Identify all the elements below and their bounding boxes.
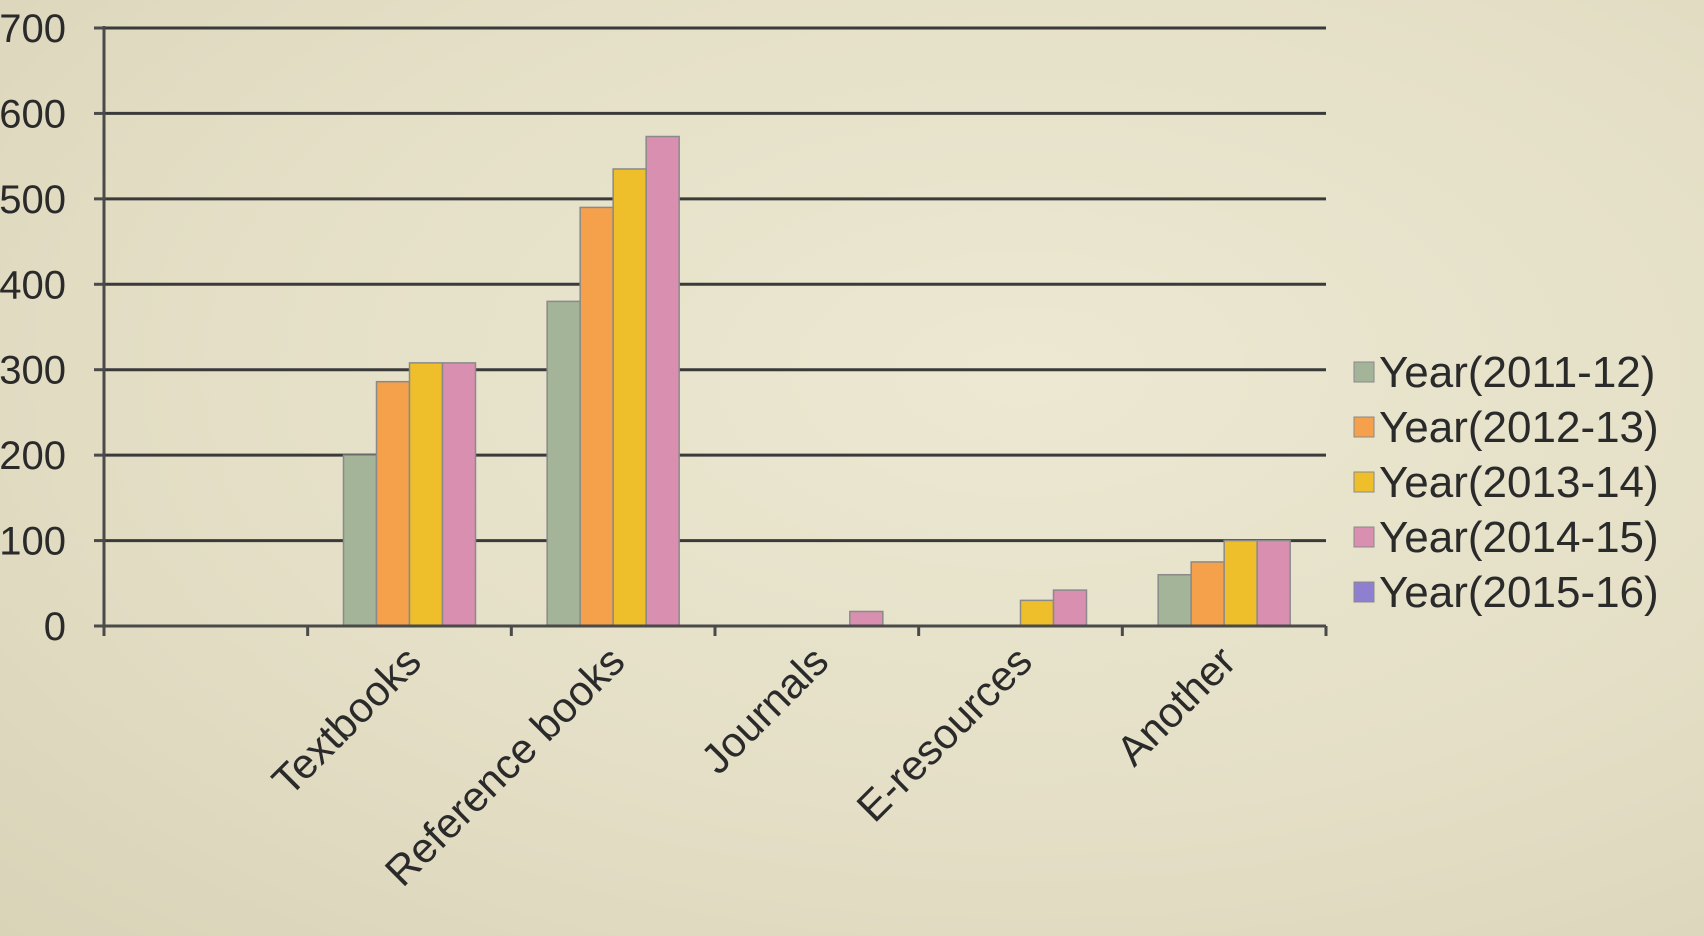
legend-swatch [1353, 471, 1375, 493]
bar [1157, 573, 1192, 627]
gridlines [104, 26, 1326, 543]
legend-label: Year(2011-12) [1379, 348, 1655, 397]
x-category-label: Textbooks [263, 637, 430, 804]
bar [441, 362, 477, 627]
legend: Year(2011-12) Year(2012-13) Year(2013-14) Y… [1353, 348, 1659, 617]
bar [1223, 539, 1258, 627]
y-tick-label: 0 [44, 605, 66, 649]
legend-swatch [1353, 416, 1375, 438]
y-tick-label: 400 [0, 263, 66, 307]
y-tick-label: 300 [0, 349, 66, 393]
legend-label: Year(2015-16) [1379, 568, 1659, 617]
legend-swatch [1353, 526, 1375, 548]
legend-label: Year(2012-13) [1379, 403, 1659, 452]
legend-swatch [1353, 581, 1375, 603]
x-category-label: Journals [692, 637, 837, 782]
bar [375, 380, 411, 627]
bar [1190, 561, 1225, 627]
y-tick-labels: 0 100 200 300 400 500 600 700 [0, 7, 66, 649]
bar [1019, 599, 1055, 627]
legend-label: Year(2013-14) [1379, 458, 1659, 507]
bar [1256, 539, 1291, 627]
bar [408, 362, 444, 627]
bar [579, 206, 614, 627]
bars [342, 135, 1291, 627]
bar [645, 135, 680, 627]
y-tick-label: 100 [0, 520, 66, 564]
bar [612, 168, 647, 627]
legend-swatch [1353, 361, 1375, 383]
x-category-label: Another [1107, 637, 1244, 774]
legend-label: Year(2014-15) [1379, 513, 1659, 562]
y-tick-label: 700 [0, 7, 66, 51]
axes [94, 26, 1328, 636]
bar [849, 610, 884, 627]
bar [1052, 589, 1088, 627]
y-tick-label: 200 [0, 434, 66, 478]
y-tick-label: 500 [0, 178, 66, 222]
x-category-label: E-resources [848, 637, 1041, 830]
bar [342, 454, 378, 627]
y-tick-label: 600 [0, 92, 66, 136]
bar [546, 300, 581, 627]
